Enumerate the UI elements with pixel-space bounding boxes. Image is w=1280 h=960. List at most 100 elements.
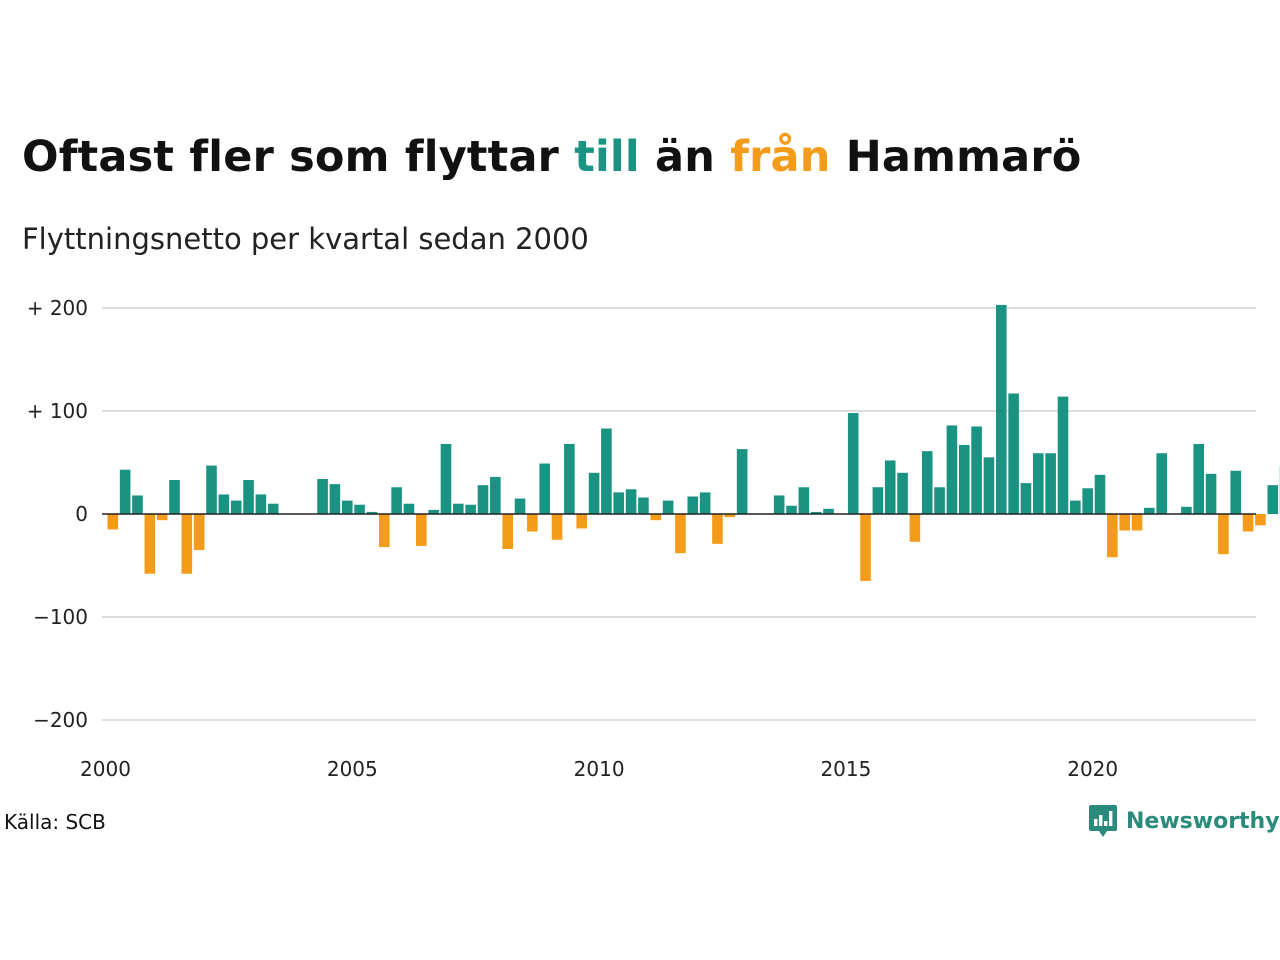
bar [662, 500, 674, 514]
bar [884, 460, 896, 514]
bar [267, 503, 279, 514]
title-highlight-fran: från [730, 132, 831, 182]
bar [946, 425, 958, 514]
bar [465, 504, 476, 514]
bar [416, 514, 427, 546]
bar [847, 413, 859, 514]
bar [539, 463, 550, 514]
bar [514, 498, 526, 514]
x-tick-label: 2000 [80, 757, 131, 781]
bar [773, 495, 785, 514]
bar [1033, 453, 1044, 514]
bar [218, 494, 230, 514]
bar [119, 469, 131, 514]
newsworthy-logo-text: Newsworthy [1126, 808, 1280, 834]
bar [971, 426, 982, 514]
bar [601, 428, 612, 514]
bar [391, 487, 402, 514]
y-tick-label: −100 [33, 605, 88, 629]
bar [1205, 473, 1217, 514]
title-highlight-till: till [574, 132, 640, 182]
bar [428, 509, 439, 514]
bar [317, 478, 328, 514]
y-tick-label: 0 [75, 502, 88, 526]
bar-chart: + 200 + 100 0 −100 −200 2000 2005 2010 2015 2020 [27, 296, 1280, 781]
bar [1181, 506, 1192, 514]
x-tick-label: 2010 [574, 757, 625, 781]
bar [786, 505, 797, 514]
y-axis-tick-labels: + 200 + 100 0 −100 −200 [27, 296, 88, 732]
bar [477, 485, 489, 514]
bar [810, 511, 822, 514]
x-tick-label: 2020 [1067, 757, 1118, 781]
bar [403, 503, 415, 514]
bars [107, 304, 1280, 581]
bar [1008, 393, 1019, 514]
x-tick-label: 2005 [327, 757, 378, 781]
bar [354, 504, 365, 514]
bar [576, 514, 588, 529]
bar [1094, 474, 1106, 514]
bar [366, 511, 378, 514]
bar [675, 514, 686, 554]
bar [712, 514, 723, 544]
y-tick-label: + 200 [27, 296, 88, 320]
x-axis-tick-labels: 2000 2005 2010 2015 2020 [80, 757, 1118, 781]
title-part-2: än [639, 132, 731, 182]
bar [156, 514, 168, 521]
bar [527, 514, 538, 532]
bar [230, 500, 242, 514]
bar [588, 472, 600, 514]
bar [453, 503, 464, 514]
bar [650, 514, 662, 521]
bar [798, 487, 810, 514]
y-tick-label: −200 [33, 708, 88, 732]
bar [699, 492, 711, 514]
bar [378, 514, 390, 547]
bar [1156, 453, 1167, 514]
bar [736, 449, 748, 514]
bar [613, 492, 625, 514]
bar [921, 451, 933, 514]
bar [206, 465, 217, 514]
bar [551, 514, 563, 540]
newsworthy-logo-icon [1089, 805, 1117, 837]
bar [1255, 514, 1266, 526]
bar [341, 500, 353, 514]
bar [1144, 507, 1155, 514]
bar [625, 489, 637, 514]
bar [193, 514, 205, 551]
chart-subtitle: Flyttningsnetto per kvartal sedan 2000 [22, 222, 589, 256]
y-tick-label: + 100 [27, 399, 88, 423]
bar [169, 480, 180, 514]
newsworthy-logo: Newsworthy [1088, 804, 1280, 838]
source-note: Källa: SCB [4, 810, 106, 834]
title-part-1: Oftast fler som flyttar [22, 132, 575, 182]
bar [1119, 514, 1130, 531]
bar [1070, 500, 1081, 514]
bar [687, 496, 699, 514]
bar [1193, 443, 1205, 514]
bar [724, 514, 736, 518]
bar [995, 304, 1007, 514]
bar [1230, 470, 1242, 514]
bar [1082, 488, 1093, 514]
bar [958, 444, 970, 514]
bar [1020, 483, 1032, 514]
bar [329, 484, 341, 514]
bar [181, 514, 193, 574]
bar [564, 443, 575, 514]
bar [1218, 514, 1229, 555]
bar [243, 480, 254, 514]
bar [934, 487, 945, 514]
bar [823, 508, 834, 514]
bar [1045, 453, 1056, 514]
bar [860, 514, 871, 581]
bar [1131, 514, 1143, 531]
bar [897, 472, 908, 514]
bar [638, 497, 649, 514]
chart-title: Oftast fler som flyttar till än från Ham… [22, 132, 1081, 182]
bar [909, 514, 921, 542]
bar [872, 487, 884, 514]
bar [502, 514, 513, 550]
